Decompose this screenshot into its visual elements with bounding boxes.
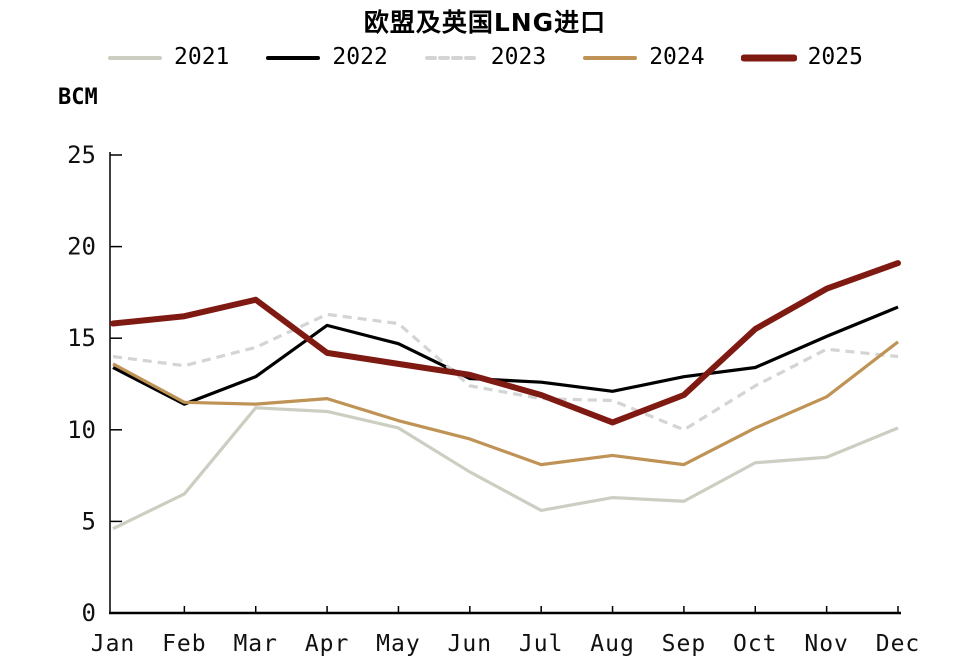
legend-swatch xyxy=(266,55,321,60)
legend-swatch xyxy=(424,55,479,60)
x-tick-label: Jan xyxy=(91,631,136,657)
series-line-2023 xyxy=(112,312,899,432)
y-tick-label: 10 xyxy=(67,416,96,444)
series-line-2022 xyxy=(112,305,899,406)
y-tick-label: 25 xyxy=(67,141,96,169)
legend-swatch xyxy=(740,54,797,61)
y-tick-label: 5 xyxy=(82,507,96,535)
chart-legend: 2021 2022 2023 2024 2025 xyxy=(0,46,970,69)
legend-item-2022: 2022 xyxy=(265,44,388,70)
legend-label: 2022 xyxy=(332,44,388,70)
series-line-2024 xyxy=(112,340,899,467)
y-axis-unit-label: BCM xyxy=(58,85,98,110)
x-tick-label: Feb xyxy=(162,631,207,657)
x-tick-label: May xyxy=(376,631,421,657)
legend-label: 2023 xyxy=(490,44,547,70)
x-tick-label: Aug xyxy=(590,631,635,657)
x-tick-label: Mar xyxy=(233,631,278,657)
legend-label: 2025 xyxy=(807,44,863,70)
legend-label: 2024 xyxy=(649,44,705,70)
legend-item-2023: 2023 xyxy=(424,46,546,69)
x-tick-label: Jul xyxy=(519,631,564,657)
legend-item-2024: 2024 xyxy=(582,44,705,70)
y-tick-label: 15 xyxy=(67,324,96,352)
series-line-2021 xyxy=(112,406,899,531)
y-tick-label: 20 xyxy=(67,233,96,261)
x-tick-label: Apr xyxy=(305,631,350,657)
legend-item-2025: 2025 xyxy=(740,44,863,70)
x-tick-label: Oct xyxy=(733,631,778,657)
x-tick-label: Nov xyxy=(804,631,849,657)
legend-swatch xyxy=(583,55,638,60)
x-tick-label: Dec xyxy=(876,631,921,657)
series-line-2025 xyxy=(110,260,901,426)
legend-swatch xyxy=(108,55,163,60)
x-tick-label: Sep xyxy=(662,631,707,657)
legend-label: 2021 xyxy=(174,44,230,70)
y-tick-label: 0 xyxy=(82,599,96,627)
x-tick-label: Jun xyxy=(448,631,493,657)
chart-title: 欧盟及英国LNG进口 xyxy=(363,8,607,37)
legend-item-2021: 2021 xyxy=(107,46,229,69)
